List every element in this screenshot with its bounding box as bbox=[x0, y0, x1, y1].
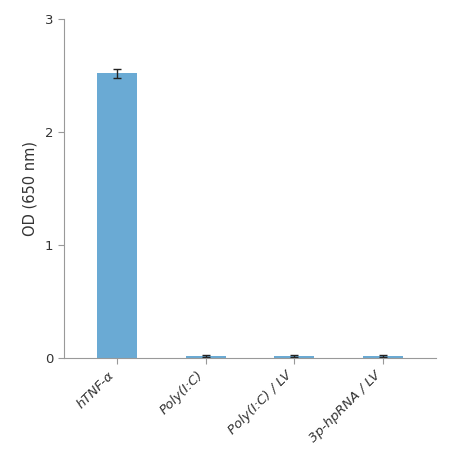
Bar bbox=[186, 356, 225, 358]
Bar bbox=[97, 73, 137, 358]
Y-axis label: OD (650 nm): OD (650 nm) bbox=[23, 141, 38, 236]
Bar bbox=[274, 356, 314, 358]
Bar bbox=[363, 356, 403, 358]
